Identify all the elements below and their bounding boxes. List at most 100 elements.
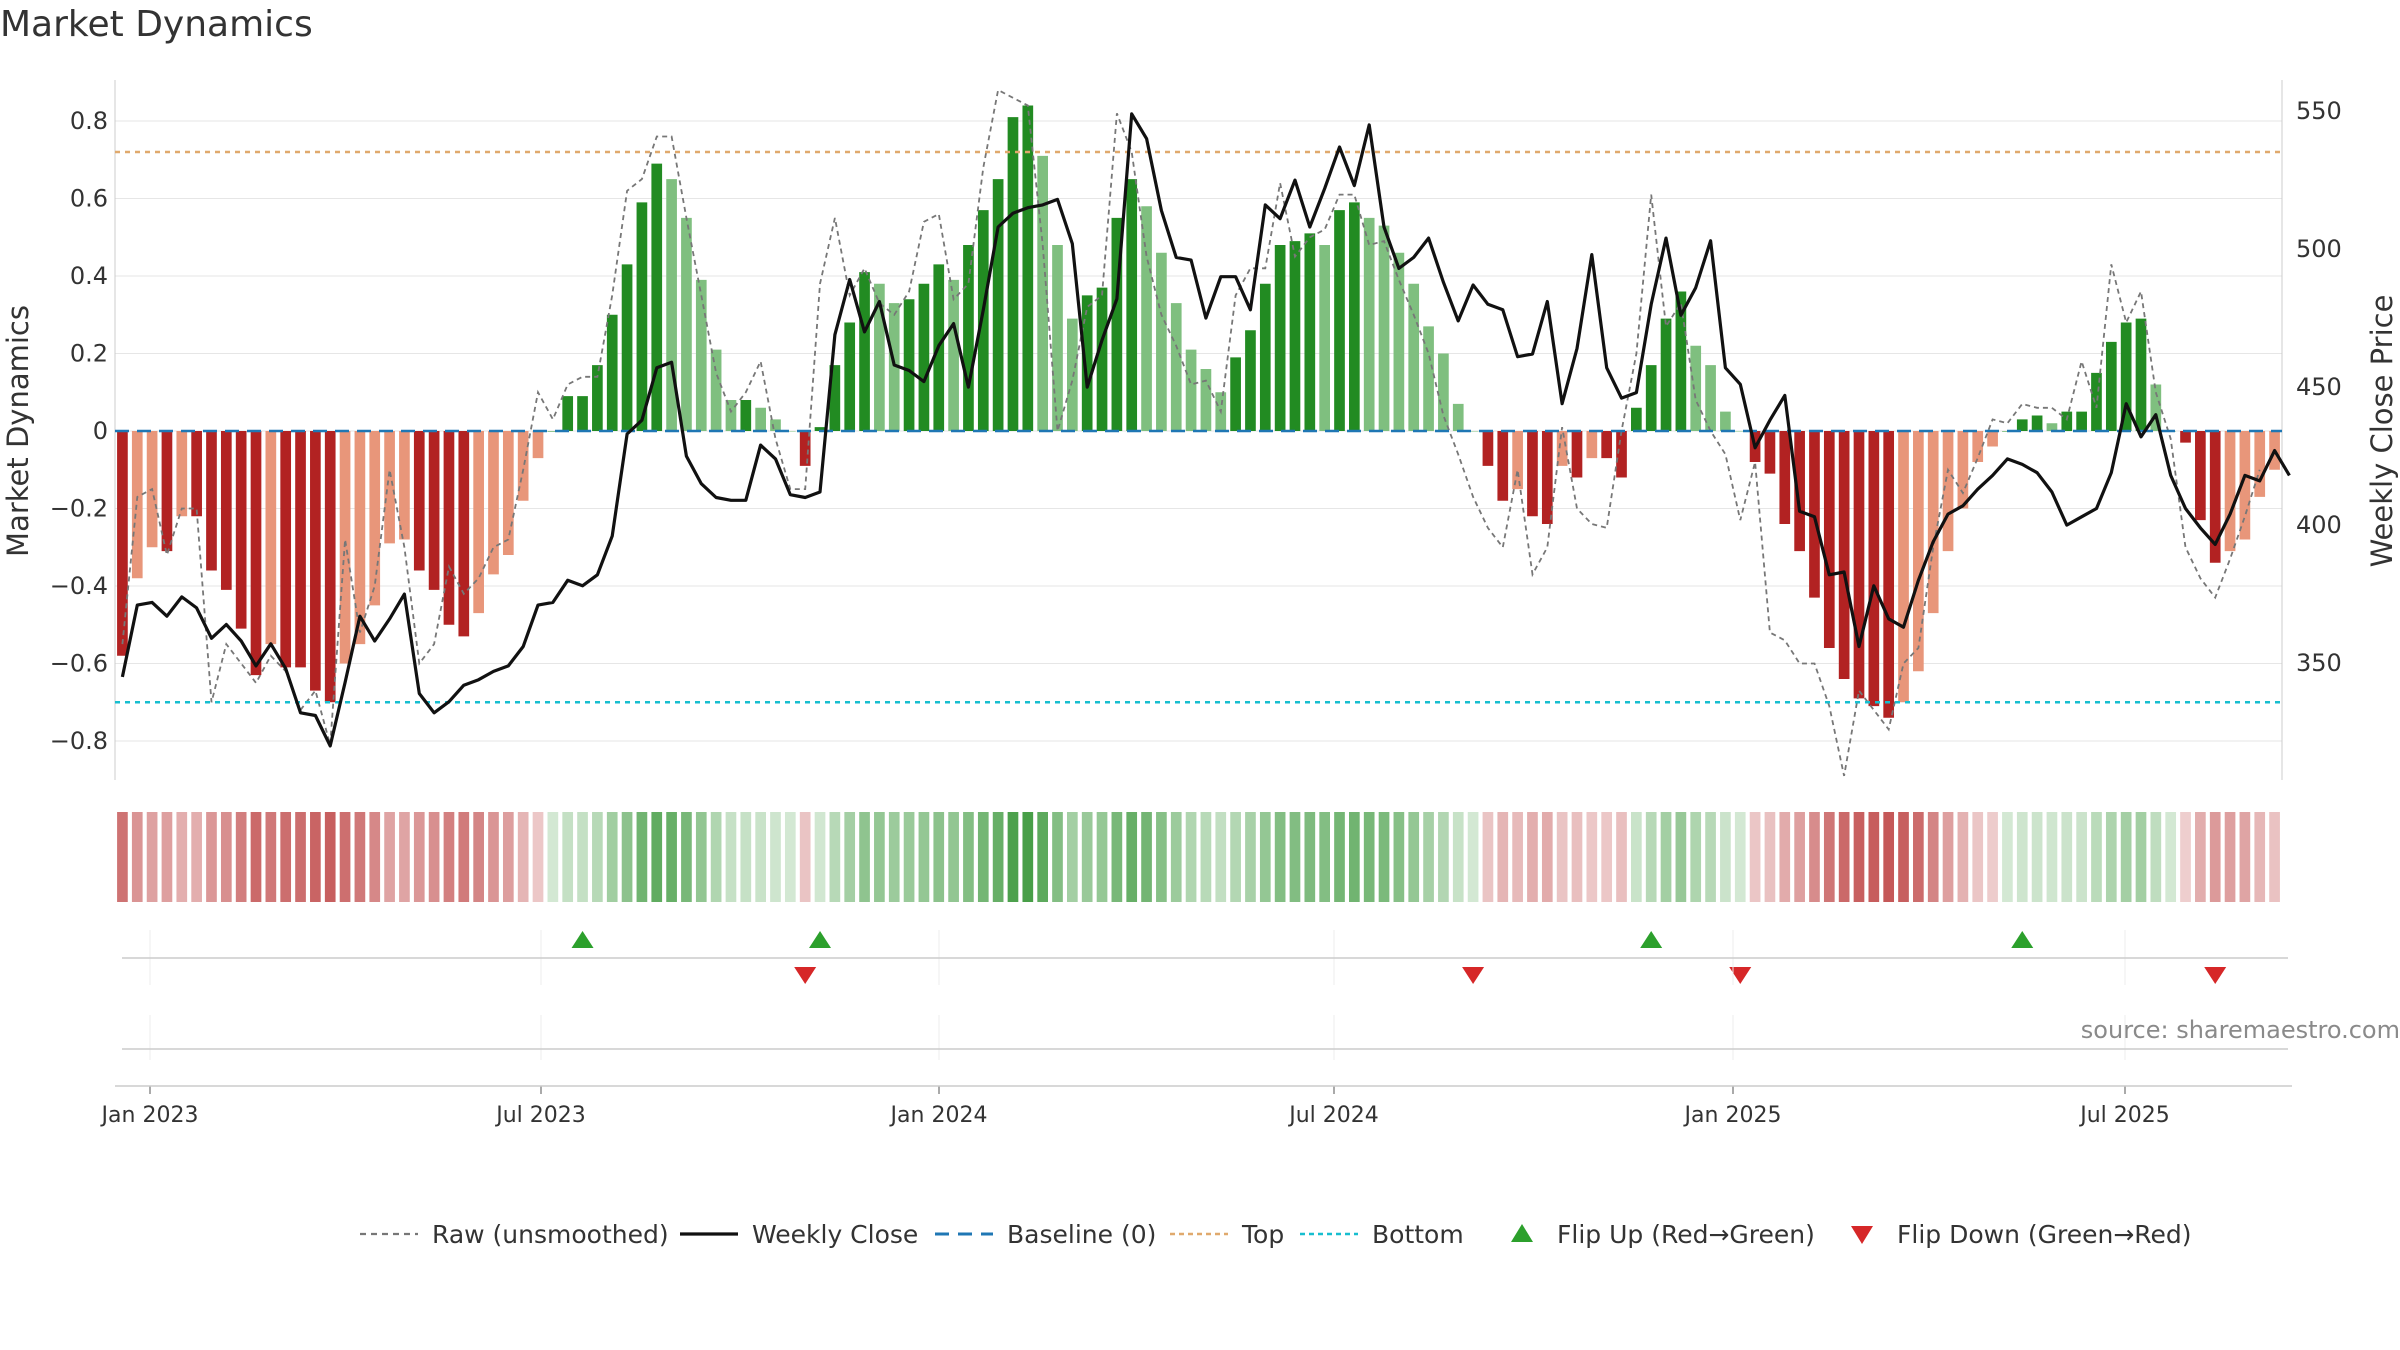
bar	[1794, 431, 1805, 552]
bar	[740, 400, 752, 431]
bar	[161, 431, 173, 552]
strip-cell	[1393, 812, 1405, 902]
strip-cell	[1616, 812, 1627, 902]
strip-cell	[1363, 812, 1375, 902]
strip-cell	[117, 812, 128, 902]
strip-cell	[1853, 812, 1865, 902]
bar	[1853, 431, 1865, 699]
y-tick-label: 0.2	[70, 340, 108, 368]
strip-cell	[1482, 812, 1494, 902]
bar	[1734, 431, 1746, 432]
bar	[784, 431, 796, 432]
strip-cell	[977, 812, 989, 902]
strip-cell	[1334, 812, 1345, 902]
bar	[235, 431, 247, 629]
strip-cell	[814, 812, 826, 902]
strip-cell	[324, 812, 336, 902]
strip-cell	[1349, 812, 1360, 902]
bar	[2195, 431, 2206, 521]
strip-cell	[1111, 812, 1123, 902]
bar	[1913, 431, 1924, 672]
strip-cell	[443, 812, 455, 902]
bar	[1883, 431, 1895, 718]
x-tick-label: Jan 2025	[1683, 1103, 1782, 1128]
bar	[1868, 431, 1880, 707]
legend-swatch-flip-up	[1511, 1224, 1533, 1242]
bar	[592, 365, 603, 431]
bar	[1927, 431, 1939, 614]
strip-cell	[1304, 812, 1316, 902]
bar	[1259, 283, 1271, 431]
strip-cell	[1541, 812, 1553, 902]
strip-cell	[206, 812, 217, 902]
strip-cell	[829, 812, 841, 902]
close-line	[120, 112, 2291, 748]
bar	[1527, 431, 1538, 517]
bar	[1616, 431, 1627, 478]
bar	[369, 431, 381, 606]
legend-item-flip_down: Flip Down (Green→Red)	[1851, 1220, 2192, 1249]
strip-cell	[235, 812, 247, 902]
bar	[1601, 431, 1613, 459]
strip-cell	[532, 812, 544, 902]
bar	[1408, 283, 1420, 431]
strip-cell	[2135, 812, 2147, 902]
legend-item-baseline: Baseline (0)	[935, 1220, 1156, 1249]
bar	[250, 431, 262, 676]
strip-cell	[2002, 812, 2013, 902]
x-tick-label: Jan 2024	[889, 1103, 988, 1128]
strip-cell	[1408, 812, 1420, 902]
bar	[755, 407, 766, 431]
strip-cell	[1319, 812, 1331, 902]
bar	[2150, 384, 2162, 431]
strip-cell	[265, 812, 277, 902]
strip-cell	[1215, 812, 1227, 902]
strip-cell	[2224, 812, 2236, 902]
bar	[1972, 431, 1984, 462]
strip-cell	[2120, 812, 2132, 902]
strip-cell	[2269, 812, 2280, 902]
y-tick-label: −0.8	[50, 727, 108, 755]
bar	[770, 419, 781, 431]
bar	[1541, 431, 1553, 524]
bar	[1690, 345, 1702, 431]
bar	[2239, 431, 2251, 540]
strip-cell	[755, 812, 766, 902]
bar	[354, 431, 366, 645]
strip-cell	[1467, 812, 1479, 902]
strip-cell	[2091, 812, 2102, 902]
strip-cell	[1690, 812, 1702, 902]
strip-cell	[1452, 812, 1464, 902]
bar	[562, 396, 574, 431]
strip-cell	[710, 812, 722, 902]
strip-cell	[1794, 812, 1805, 902]
strip-cell	[1913, 812, 1924, 902]
flip-down-marker	[1462, 967, 1485, 984]
bar	[1823, 431, 1835, 648]
strip-cell	[1823, 812, 1835, 902]
bar	[1764, 431, 1776, 474]
strip-cell	[1749, 812, 1761, 902]
bar	[874, 283, 885, 431]
legend-label: Top	[1241, 1220, 1284, 1249]
strip-cell	[621, 812, 633, 902]
strip-cell	[636, 812, 648, 902]
bar	[2076, 411, 2087, 431]
strip-cell	[963, 812, 974, 902]
bar	[829, 365, 841, 431]
bar	[1037, 155, 1048, 431]
bar	[1007, 117, 1019, 431]
strip-cell	[2076, 812, 2087, 902]
source-credit: source: sharemaestro.com	[2080, 1016, 2400, 1044]
strip-cell	[903, 812, 915, 902]
bar	[963, 245, 974, 431]
strip-cell	[1868, 812, 1880, 902]
bar	[532, 431, 544, 459]
flip-down-marker	[794, 967, 817, 984]
bar	[458, 431, 470, 637]
bar	[1675, 291, 1687, 431]
bar	[131, 431, 143, 579]
strip-cell	[1631, 812, 1642, 902]
bar	[1645, 365, 1657, 431]
strip-cell	[606, 812, 618, 902]
